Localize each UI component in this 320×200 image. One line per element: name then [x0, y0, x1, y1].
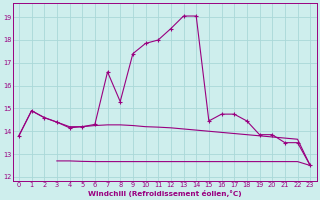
- X-axis label: Windchill (Refroidissement éolien,°C): Windchill (Refroidissement éolien,°C): [88, 190, 241, 197]
